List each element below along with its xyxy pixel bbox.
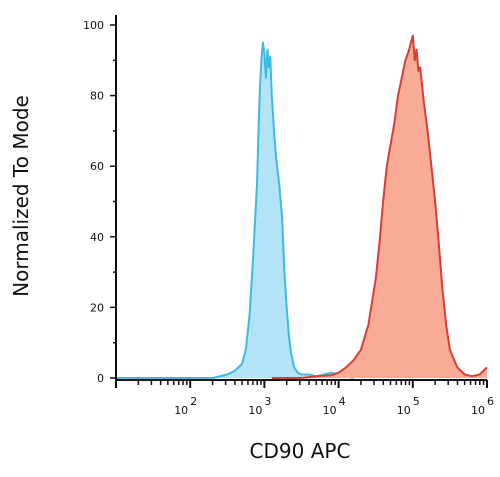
y-axis-title: Normalized To Mode (9, 95, 33, 297)
y-tick-label: 60 (90, 160, 104, 173)
series-1-line (116, 41, 354, 379)
x-tick-exponent: 5 (413, 395, 420, 408)
x-tick-exponent: 4 (339, 395, 346, 408)
y-tick-label: 20 (90, 301, 104, 314)
x-tick-label: 10 (323, 404, 337, 417)
x-tick-label: 10 (174, 404, 188, 417)
series-1-fill (116, 42, 354, 378)
y-tick-label: 80 (90, 90, 104, 103)
x-axis-title: CD90 APC (250, 439, 351, 463)
y-axis-ticks: 0 20 40 60 80 100 (83, 19, 116, 385)
x-tick-label: 10 (397, 404, 411, 417)
y-tick-label: 40 (90, 231, 104, 244)
x-tick-exponent: 2 (190, 395, 197, 408)
x-tick-label: 10 (471, 404, 485, 417)
y-tick-label: 100 (83, 19, 104, 32)
x-tick-label: 10 (248, 404, 262, 417)
series-2-line (271, 34, 488, 379)
y-tick-label: 0 (97, 372, 104, 385)
x-tick-exponent: 3 (264, 395, 271, 408)
series-2-fill (271, 35, 487, 378)
series-layer (116, 34, 488, 379)
x-tick-exponent: 6 (487, 395, 494, 408)
